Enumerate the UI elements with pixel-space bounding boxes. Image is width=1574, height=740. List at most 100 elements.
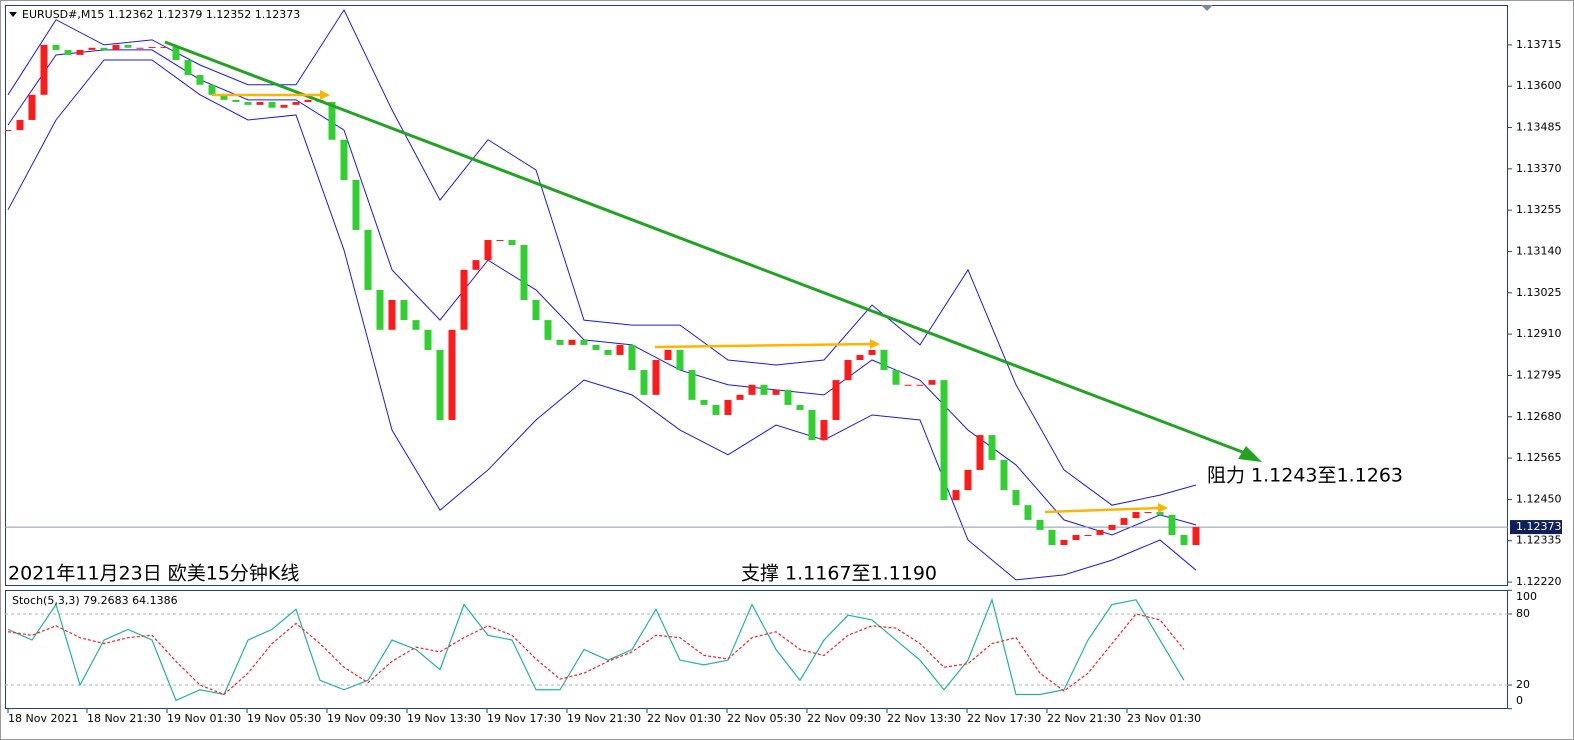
candle	[352, 179, 360, 230]
candle	[472, 260, 480, 270]
candle	[772, 389, 780, 395]
candle	[568, 339, 576, 345]
candle	[436, 349, 444, 420]
x-tick-label: 23 Nov 01:30	[1127, 712, 1201, 725]
candle	[64, 49, 72, 55]
chart-header: EURUSD#,M15 1.12362 1.12379 1.12352 1.12…	[22, 8, 300, 21]
candle	[952, 490, 960, 501]
x-tick-label: 18 Nov 2021	[8, 712, 78, 725]
annotation: 2021年11月23日 欧美15分钟K线	[8, 563, 299, 585]
last-price-box	[1510, 520, 1562, 535]
candle	[976, 435, 984, 470]
candle	[736, 394, 744, 400]
stoch-header: Stoch(5,3,3) 79.2683 64.1386	[12, 594, 178, 607]
trend-line	[164, 40, 1246, 455]
candle	[1036, 519, 1044, 530]
y-tick-label: 1.12565	[1516, 451, 1562, 464]
candle	[244, 102, 252, 105]
candle	[208, 84, 216, 95]
candle	[616, 344, 624, 355]
candle	[592, 344, 600, 350]
candle	[784, 389, 792, 405]
candle	[868, 349, 876, 355]
candle	[400, 299, 408, 321]
candle	[628, 344, 636, 371]
candle	[424, 329, 432, 350]
candle	[496, 239, 504, 241]
symbol-menu-icon[interactable]	[9, 12, 17, 17]
x-tick-label: 19 Nov 09:30	[327, 712, 401, 725]
candle	[232, 99, 240, 103]
candle	[1048, 529, 1056, 546]
candle	[1192, 527, 1200, 546]
candle	[880, 349, 888, 371]
candle	[268, 102, 276, 108]
last-price-label: 1.12373	[1516, 520, 1562, 533]
x-tick-label: 18 Nov 21:30	[87, 712, 161, 725]
candle	[124, 44, 132, 48]
x-tick-label: 19 Nov 13:30	[407, 712, 481, 725]
candle	[388, 299, 396, 330]
y-tick-label: 1.13255	[1516, 203, 1562, 216]
candle	[256, 102, 264, 105]
candle	[916, 384, 924, 386]
candle	[856, 354, 864, 360]
candle	[76, 49, 84, 55]
x-tick-label: 22 Nov 01:30	[647, 712, 721, 725]
y-tick-label: 1.12335	[1516, 534, 1562, 547]
candle	[544, 320, 552, 340]
main-plot	[5, 9, 1508, 581]
y-tick-label: 1.12450	[1516, 492, 1562, 505]
candle	[16, 119, 24, 131]
candle	[1060, 540, 1068, 546]
candle	[820, 420, 828, 441]
bollinger-middle	[7, 49, 1197, 536]
candle	[676, 349, 684, 371]
shift-marker	[1201, 5, 1213, 11]
axes: 1.13715 1.13600 1.13485 1.13370 1.13255 1.131…	[7, 38, 1562, 725]
candle	[892, 370, 900, 385]
candle	[160, 47, 168, 49]
candle	[484, 239, 492, 261]
candle	[136, 47, 144, 49]
x-tick-label: 19 Nov 05:30	[247, 712, 321, 725]
candle	[40, 44, 48, 95]
y-tick-label: 20	[1516, 678, 1530, 691]
y-tick-label: 1.13600	[1516, 79, 1562, 92]
candle	[664, 349, 672, 360]
candle	[1168, 514, 1176, 535]
orange-arrow	[654, 342, 873, 349]
y-tick-label: 1.12220	[1516, 575, 1562, 588]
bollinger-lower	[7, 59, 1197, 581]
candle	[364, 229, 372, 290]
candle	[964, 469, 972, 491]
y-tick-label: 1.13370	[1516, 162, 1562, 175]
candle	[508, 239, 516, 246]
y-tick-label: 80	[1516, 607, 1530, 620]
candle	[1012, 490, 1020, 506]
orange-arrowhead	[1158, 503, 1168, 513]
candle	[1108, 524, 1116, 530]
candle	[196, 75, 204, 85]
trend-arrowhead	[1238, 446, 1262, 462]
candle	[928, 380, 936, 385]
candle	[940, 380, 948, 501]
candle	[172, 47, 180, 60]
x-tick-label: 22 Nov 09:30	[807, 712, 881, 725]
y-tick-label: 1.12680	[1516, 410, 1562, 423]
candle	[376, 289, 384, 330]
candle	[28, 94, 36, 120]
y-tick-label: 100	[1516, 590, 1537, 603]
candle	[460, 269, 468, 330]
candle	[988, 435, 996, 460]
y-tick-label: 1.13025	[1516, 286, 1562, 299]
candle	[844, 359, 852, 381]
candle	[700, 399, 708, 405]
candle	[796, 404, 804, 410]
candle	[184, 59, 192, 76]
y-tick-label: 1.13715	[1516, 38, 1562, 51]
candle	[340, 139, 348, 180]
x-tick-label: 22 Nov 21:30	[1047, 712, 1121, 725]
candle	[1096, 529, 1104, 535]
